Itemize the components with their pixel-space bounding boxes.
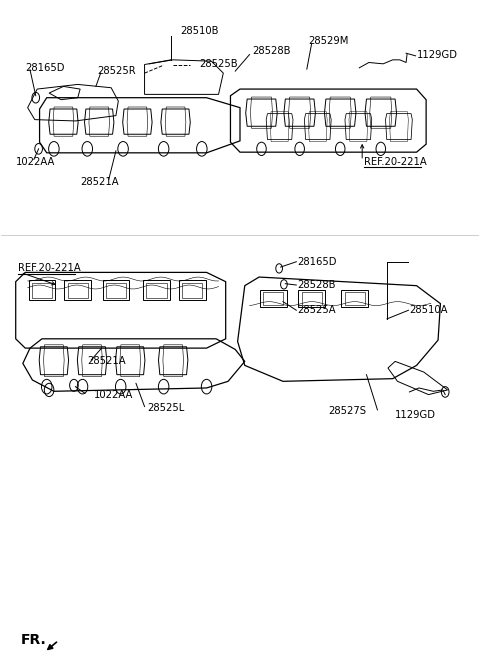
Text: 28529M: 28529M bbox=[308, 36, 348, 46]
Text: 28521A: 28521A bbox=[87, 356, 126, 366]
Text: REF.20-221A: REF.20-221A bbox=[18, 263, 81, 273]
Text: 28165D: 28165D bbox=[297, 257, 337, 267]
Text: 1022AA: 1022AA bbox=[16, 157, 55, 167]
Text: 1129GD: 1129GD bbox=[395, 410, 436, 420]
Text: FR.: FR. bbox=[21, 633, 46, 647]
Text: 28525B: 28525B bbox=[199, 59, 238, 69]
Text: 28165D: 28165D bbox=[25, 63, 65, 73]
Text: 28525L: 28525L bbox=[147, 403, 185, 413]
Text: 28510A: 28510A bbox=[409, 305, 448, 315]
Text: 28528B: 28528B bbox=[297, 280, 336, 290]
Text: 28521A: 28521A bbox=[80, 177, 119, 187]
Text: 1129GD: 1129GD bbox=[417, 49, 457, 59]
Text: 1022AA: 1022AA bbox=[94, 390, 133, 400]
Text: REF.20-221A: REF.20-221A bbox=[364, 157, 427, 167]
Text: 28525R: 28525R bbox=[97, 66, 135, 76]
Text: 28510B: 28510B bbox=[180, 26, 219, 36]
Text: 28525A: 28525A bbox=[297, 305, 336, 315]
Text: 28528B: 28528B bbox=[252, 46, 290, 56]
Text: 28527S: 28527S bbox=[328, 406, 366, 416]
